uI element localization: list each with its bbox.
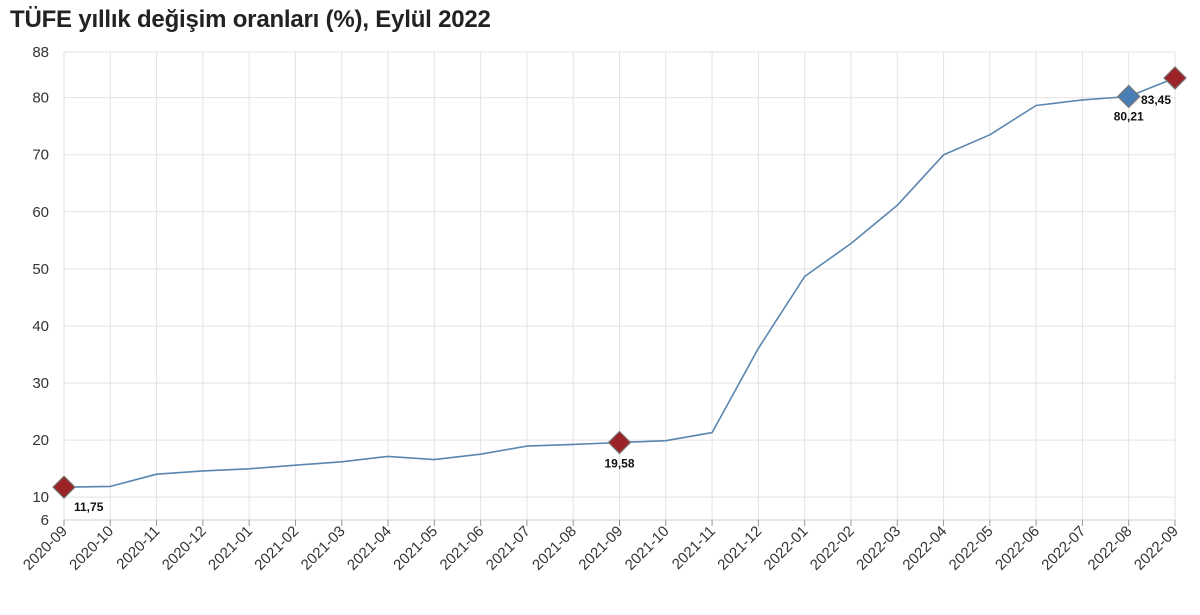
y-tick-label: 70: [32, 147, 49, 164]
x-tick-label: 2020-10: [66, 523, 117, 574]
x-tick-label: 2020-12: [159, 523, 210, 574]
y-tick-label: 80: [32, 90, 49, 107]
x-tick-label: 2022-07: [1038, 523, 1089, 574]
x-tick-label: 2021-08: [529, 523, 580, 574]
data-label: 83,45: [1141, 93, 1171, 107]
y-tick-label: 88: [32, 44, 49, 61]
y-tick-label: 10: [32, 489, 49, 506]
x-tick-label: 2021-12: [714, 523, 765, 574]
diamond-marker[interactable]: [1163, 66, 1187, 90]
data-label: 80,21: [1114, 109, 1144, 123]
x-tick-label: 2022-02: [807, 523, 858, 574]
x-tick-label: 2021-11: [669, 523, 719, 573]
diamond-marker[interactable]: [52, 475, 76, 500]
x-tick-label: 2022-05: [946, 523, 997, 574]
x-tick-label: 2021-05: [390, 523, 441, 574]
x-tick-label: 2022-08: [1085, 523, 1136, 574]
diamond-marker[interactable]: [607, 430, 632, 455]
marker-layer: 11,75 19,58 80,21 83,45: [52, 66, 1187, 514]
y-tick-label: 50: [32, 261, 49, 278]
x-tick-label: 2021-01: [205, 523, 256, 574]
x-tick-label: 2022-06: [992, 523, 1043, 574]
y-tick-label: 60: [32, 204, 49, 221]
y-tick-label: 30: [32, 375, 49, 392]
x-tick-label: 2021-09: [575, 523, 626, 574]
x-tick-label: 2022-01: [761, 523, 812, 574]
diamond-marker[interactable]: [1116, 84, 1141, 109]
y-tick-label: 40: [32, 318, 49, 335]
data-label: 11,75: [74, 500, 104, 514]
x-tick-label: 2021-03: [298, 523, 349, 574]
x-tick-label: 2022-03: [853, 523, 904, 574]
x-tick-label: 2022-09: [1131, 523, 1182, 574]
x-tick-label: 2020-11: [113, 523, 163, 573]
x-tick-label: 2021-04: [344, 523, 395, 574]
data-label: 19,58: [604, 456, 634, 470]
y-tick-label: 6: [41, 512, 49, 529]
x-tick-label: 2021-07: [483, 523, 534, 574]
x-tick-label: 2022-04: [899, 523, 950, 574]
x-tick-label: 2021-02: [251, 523, 302, 574]
y-tick-label: 20: [32, 432, 49, 449]
x-tick-label: 2021-10: [622, 523, 673, 574]
chart-title: TÜFE yıllık değişim oranları (%), Eylül …: [10, 6, 491, 33]
x-tick-label: 2020-09: [20, 523, 71, 574]
x-tick-label: 2021-06: [436, 523, 487, 574]
